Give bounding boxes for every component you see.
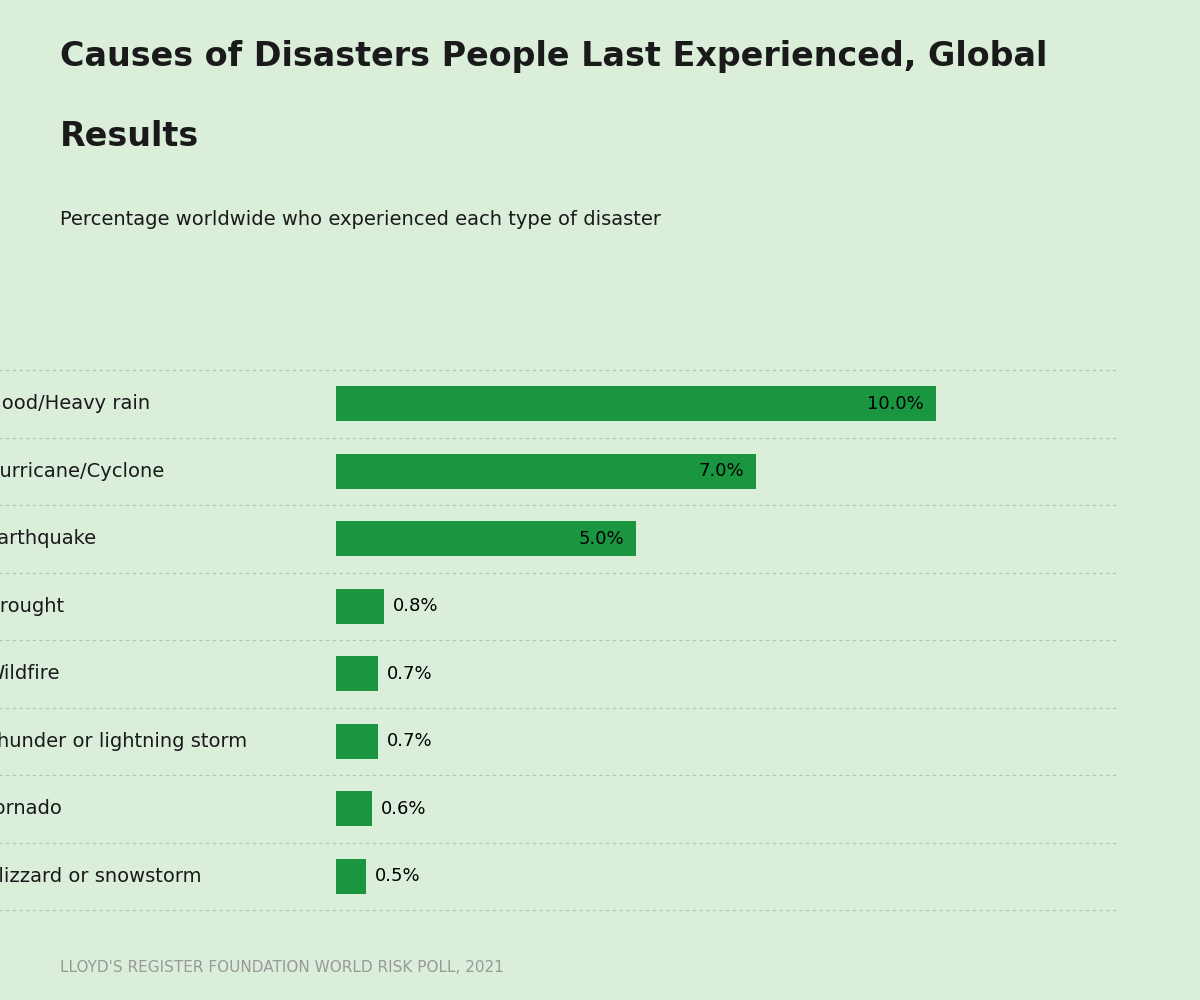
- Text: 5.0%: 5.0%: [578, 530, 624, 548]
- Text: LLOYD'S REGISTER FOUNDATION WORLD RISK POLL, 2021: LLOYD'S REGISTER FOUNDATION WORLD RISK P…: [60, 960, 504, 975]
- Bar: [336, 454, 756, 489]
- Text: Causes of Disasters People Last Experienced, Global: Causes of Disasters People Last Experien…: [60, 40, 1048, 73]
- Text: Flood/Heavy rain: Flood/Heavy rain: [0, 394, 150, 413]
- Text: 0.6%: 0.6%: [382, 800, 426, 818]
- Text: 0.5%: 0.5%: [376, 867, 421, 885]
- Text: Wildfire: Wildfire: [0, 664, 60, 683]
- Text: Thunder or lightning storm: Thunder or lightning storm: [0, 732, 247, 751]
- Text: 7.0%: 7.0%: [698, 462, 744, 480]
- Bar: [336, 859, 366, 894]
- Bar: [336, 386, 936, 421]
- Text: Tornado: Tornado: [0, 799, 62, 818]
- Text: Earthquake: Earthquake: [0, 529, 96, 548]
- Text: 0.7%: 0.7%: [388, 732, 433, 750]
- Bar: [336, 521, 636, 556]
- Text: 0.7%: 0.7%: [388, 665, 433, 683]
- Text: Drought: Drought: [0, 597, 64, 616]
- Text: Hurricane/Cyclone: Hurricane/Cyclone: [0, 462, 164, 481]
- Bar: [336, 791, 372, 826]
- Text: Blizzard or snowstorm: Blizzard or snowstorm: [0, 867, 202, 886]
- Text: 10.0%: 10.0%: [868, 395, 924, 413]
- Text: Results: Results: [60, 120, 199, 153]
- Text: Percentage worldwide who experienced each type of disaster: Percentage worldwide who experienced eac…: [60, 210, 661, 229]
- Bar: [336, 724, 378, 759]
- Text: 0.8%: 0.8%: [394, 597, 438, 615]
- Bar: [336, 589, 384, 624]
- Bar: [336, 656, 378, 691]
